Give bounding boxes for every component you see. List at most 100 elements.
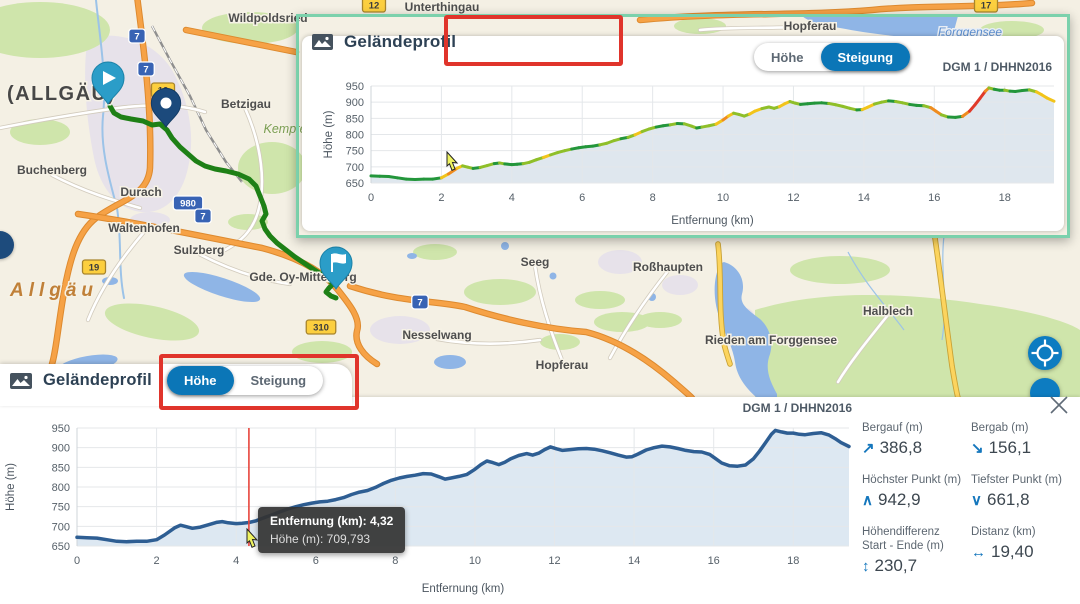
svg-text:700: 700 [346, 162, 364, 174]
svg-text:310: 310 [313, 323, 329, 334]
svg-text:6: 6 [579, 192, 585, 204]
svg-text:16: 16 [928, 192, 940, 204]
terrain-profile-icon [312, 34, 333, 50]
map-lakes [58, 16, 958, 397]
svg-text:700: 700 [52, 521, 70, 533]
svg-text:19: 19 [89, 263, 100, 274]
geolocate-button[interactable] [1028, 336, 1062, 370]
elevation-model-label: DGM 1 / DHHN2016 [942, 60, 1052, 74]
toggle-steigung-bottom[interactable]: Steigung [250, 373, 307, 388]
elevation-profile-chart[interactable]: 0 2 4 6 8 10 12 14 16 18 650 700 750 800 850 900 950 Entf… [0, 412, 860, 604]
stat-label: Tiefster Punkt (m) [971, 474, 1062, 487]
map-label: Hopferau [536, 358, 589, 372]
map-edge-button[interactable] [0, 231, 14, 259]
svg-text:850: 850 [52, 462, 70, 474]
svg-text:4: 4 [509, 192, 515, 204]
stat-arrow-icon: ↗ [862, 440, 875, 458]
svg-text:Entfernung (km): Entfernung (km) [671, 215, 754, 227]
profile-stats: Bergauf (m) ↗ 386,8 Bergab (m) ↘ 156,1 Höchste… [862, 421, 1076, 576]
road-shield: 19 [81, 259, 107, 275]
svg-text:980: 980 [180, 199, 196, 210]
stat-value: ↗ 386,8 [862, 438, 923, 458]
svg-text:2: 2 [154, 555, 160, 567]
map-label: Seeg [521, 255, 550, 269]
svg-text:2: 2 [438, 192, 444, 204]
road-shield: 980 [172, 195, 204, 211]
stat-cell: Bergauf (m) ↗ 386,8 [862, 421, 963, 458]
stat-cell: Distanz (km) ↔ 19,40 [971, 525, 1072, 576]
svg-text:18: 18 [999, 192, 1011, 204]
svg-text:800: 800 [346, 130, 364, 142]
svg-text:950: 950 [52, 423, 70, 435]
road-shield: 7 [411, 294, 429, 310]
terrain-profile-overlay-top: Geländeprofil DGM 1 / DHHN2016 0 2 4 6 8 10 12… [296, 14, 1070, 238]
svg-text:12: 12 [369, 1, 380, 12]
chart-tooltip: Entfernung (km): 4,32 Höhe (m): 709,793 [258, 507, 406, 553]
toggle-hoehe-top[interactable]: Höhe [771, 49, 804, 65]
tooltip-elevation: Höhe (m): 709,793 [270, 532, 371, 546]
stat-label: Höchster Punkt (m) [862, 474, 962, 487]
svg-text:7: 7 [417, 298, 422, 309]
map-railway [150, 25, 243, 183]
svg-text:12: 12 [787, 192, 799, 204]
svg-text:10: 10 [717, 192, 729, 204]
start-marker[interactable] [91, 61, 125, 105]
terrain-profile-panel-top: Geländeprofil DGM 1 / DHHN2016 0 2 4 6 8 10 12… [302, 32, 1064, 231]
svg-text:17: 17 [981, 1, 992, 12]
road-shield: 7 [194, 208, 212, 224]
stat-value: ↔ 19,40 [971, 542, 1034, 562]
svg-text:8: 8 [392, 555, 398, 567]
svg-text:0: 0 [368, 192, 374, 204]
road-shield: 17 [973, 0, 999, 13]
map-roads [0, 0, 1036, 402]
map-label: Buchenberg [17, 163, 87, 177]
end-marker[interactable] [319, 246, 353, 290]
stat-cell: Tiefster Punkt (m) ∨ 661,8 [971, 473, 1072, 510]
map-label: Hopferau [784, 19, 837, 33]
map-label: Nesselwang [402, 328, 471, 342]
svg-text:900: 900 [346, 97, 364, 109]
toggle-hoehe-bottom[interactable]: Höhe [167, 366, 234, 395]
svg-text:6: 6 [313, 555, 319, 567]
route-line[interactable] [107, 103, 339, 301]
svg-text:12: 12 [548, 555, 560, 567]
map-label: Halblech [863, 304, 913, 318]
map-label: Unterthingau [405, 0, 480, 14]
profile-view-toggle-bottom: Höhe Steigung [167, 366, 324, 395]
stat-value: ↘ 156,1 [971, 438, 1032, 458]
road-shield: 310 [305, 319, 337, 335]
road-shield: 7 [128, 28, 146, 44]
stat-cell: Höhendifferenz Start - Ende (m) ↕ 230,7 [862, 525, 963, 576]
svg-text:7: 7 [143, 65, 148, 76]
close-icon[interactable] [1046, 392, 1072, 418]
svg-text:Entfernung (km): Entfernung (km) [422, 583, 505, 595]
stat-arrow-icon: ∧ [862, 492, 873, 510]
stat-arrow-icon: ↕ [862, 557, 870, 575]
road-shield: 12 [361, 0, 387, 13]
slope-profile-chart[interactable]: 0 2 4 6 8 10 12 14 16 18 650 700 750 800 850 900 950 Entf… [302, 56, 1062, 228]
svg-text:4: 4 [233, 555, 239, 567]
svg-text:8: 8 [650, 192, 656, 204]
geolocate-icon [1031, 339, 1059, 367]
stat-arrow-icon: ↔ [971, 543, 986, 561]
svg-text:Höhe (m): Höhe (m) [5, 463, 17, 511]
waypoint-marker[interactable] [150, 87, 182, 128]
svg-text:800: 800 [52, 482, 70, 494]
svg-text:14: 14 [858, 192, 870, 204]
stat-cell: Bergab (m) ↘ 156,1 [971, 421, 1072, 458]
panel-title: Geländeprofil [344, 32, 457, 51]
svg-text:7: 7 [134, 32, 139, 43]
map-label: Rieden am Forggensee [705, 333, 837, 347]
toggle-steigung-top[interactable]: Steigung [820, 43, 911, 71]
elevation-model-label: DGM 1 / DHHN2016 [742, 401, 852, 415]
svg-text:10: 10 [469, 555, 481, 567]
svg-text:950: 950 [346, 81, 364, 93]
stat-cell: Höchster Punkt (m) ∧ 942,9 [862, 473, 963, 510]
profile-view-toggle-top: Höhe Steigung [754, 43, 911, 71]
panel-title: Geländeprofil [43, 371, 152, 389]
stat-label: Bergauf (m) [862, 422, 923, 434]
stat-arrow-icon: ∨ [971, 492, 982, 510]
svg-text:900: 900 [52, 443, 70, 455]
road-shield: 7 [137, 61, 155, 77]
